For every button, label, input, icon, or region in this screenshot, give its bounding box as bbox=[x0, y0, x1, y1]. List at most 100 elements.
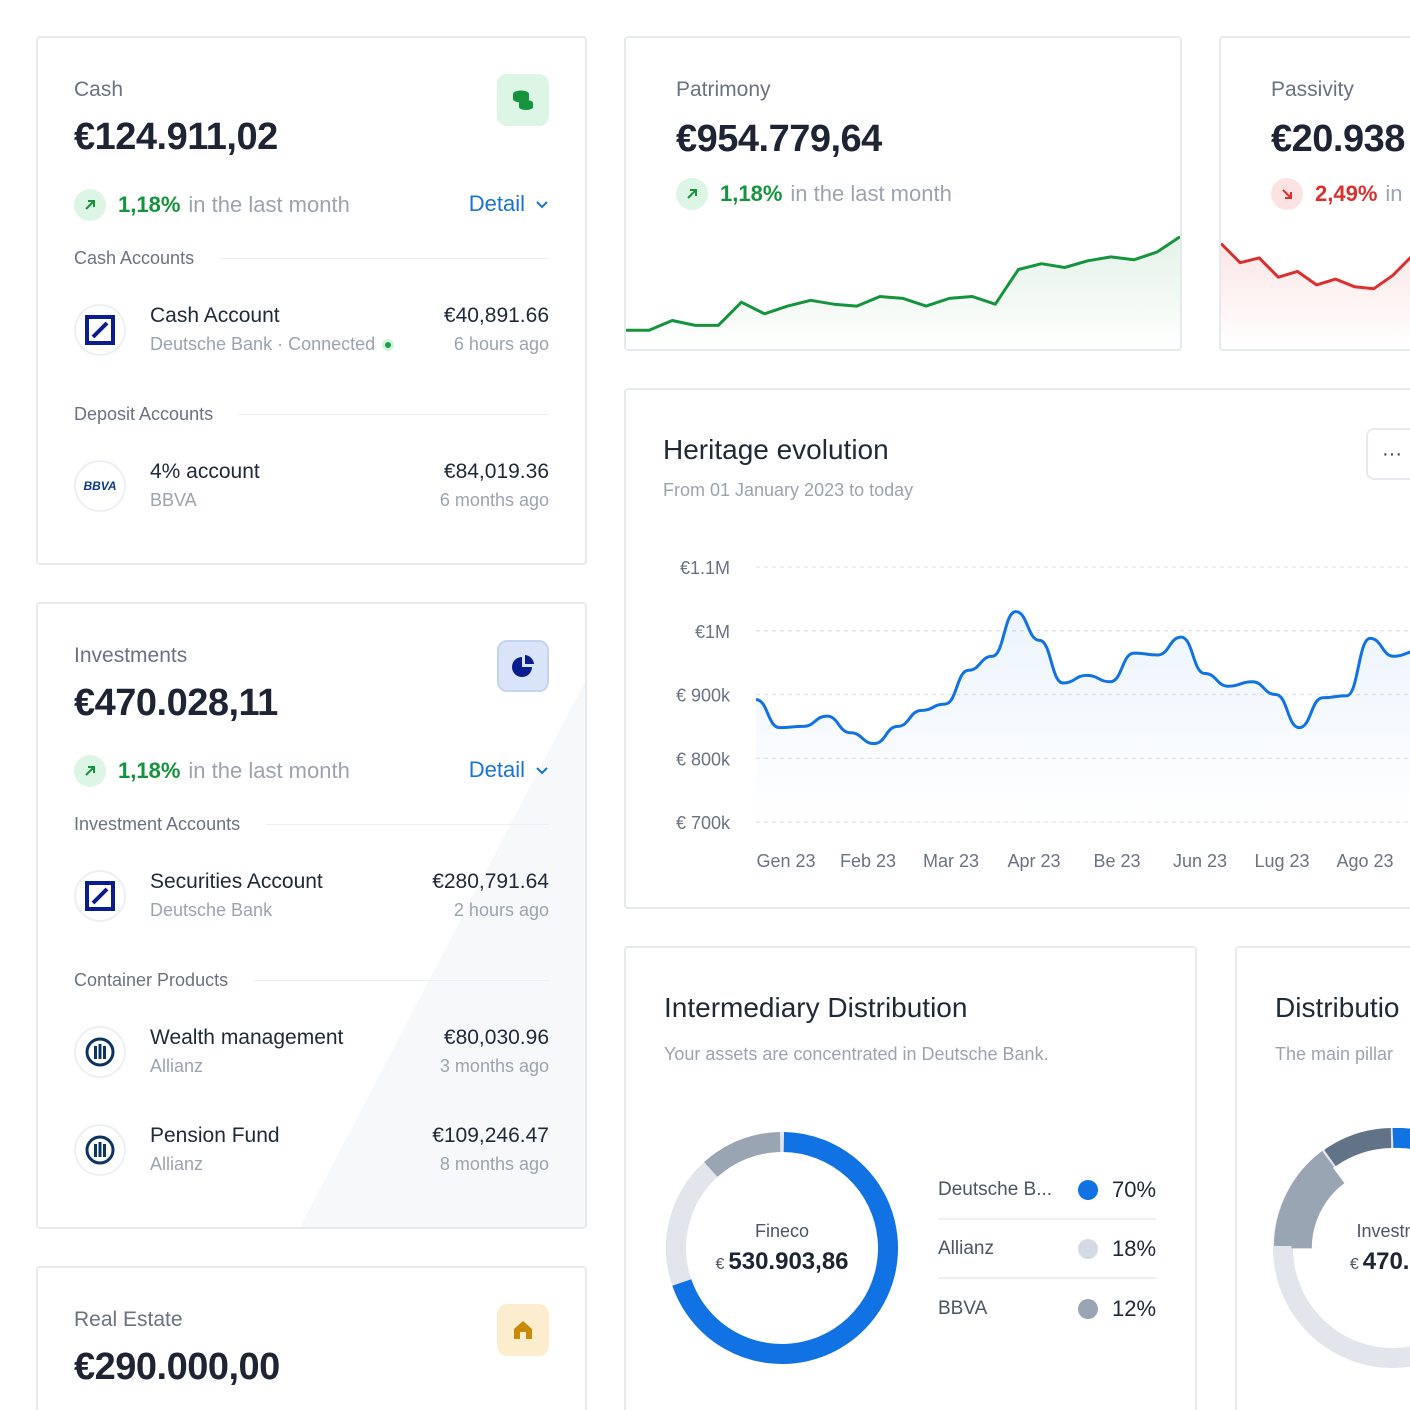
legend-name: Allianz bbox=[938, 1238, 994, 1259]
sparkline-area bbox=[626, 236, 1180, 349]
donut2-center-label: Investme bbox=[1356, 1220, 1410, 1241]
arrow-up-right-icon bbox=[74, 755, 106, 787]
cash-detail-button[interactable]: Detail bbox=[469, 191, 549, 217]
cash-trend: 1,18% in the last month bbox=[74, 189, 350, 221]
list-item-wealth-management[interactable]: Wealth management Allianz €80,030.96 3 m… bbox=[74, 1024, 549, 1084]
account-time: 2 hours ago bbox=[453, 900, 549, 920]
container-products-section: Container Products bbox=[74, 970, 549, 991]
donut2-center-value: € 470.02 bbox=[1350, 1248, 1410, 1276]
chevron-down-icon bbox=[536, 767, 548, 775]
donut-center-value: € 530.903,86 bbox=[715, 1248, 848, 1276]
x-tick-label: Ago 23 bbox=[1336, 851, 1393, 871]
cash-card: Cash €124.911,02 1,18% in the last month… bbox=[36, 36, 587, 565]
bbva-logo: BBVA bbox=[74, 460, 126, 512]
more-icon: ··· bbox=[1382, 442, 1402, 465]
real-estate-card: Real Estate €290.000,00 bbox=[36, 1266, 587, 1410]
account-name: 4% account bbox=[150, 460, 260, 483]
account-value: €40,891.66 bbox=[443, 304, 549, 327]
legend-item-allianz: Allianz 18% bbox=[938, 1221, 1156, 1279]
distribution2-donut-chart bbox=[1273, 1128, 1410, 1368]
account-time: 6 hours ago bbox=[453, 334, 549, 354]
donut-center-amount: 530.903,86 bbox=[728, 1247, 849, 1275]
coins-icon bbox=[497, 74, 549, 126]
x-tick-label: Apr 23 bbox=[1007, 851, 1060, 871]
passivity-amount: €20.938 bbox=[1271, 118, 1405, 160]
account-bank: Deutsche Bank bbox=[150, 900, 273, 920]
pie-chart-icon bbox=[497, 640, 549, 692]
investment-accounts-title: Investment Accounts bbox=[74, 814, 241, 834]
deposit-accounts-section: Deposit Accounts bbox=[74, 404, 549, 425]
investments-detail-button[interactable]: Detail bbox=[469, 757, 549, 783]
distribution2-subtitle: The main pillar bbox=[1275, 1044, 1394, 1064]
product-value: €80,030.96 bbox=[443, 1026, 549, 1049]
patrimony-trend-text: in the last month bbox=[790, 181, 952, 206]
product-time: 8 months ago bbox=[439, 1154, 549, 1174]
product-name: Wealth management bbox=[150, 1026, 344, 1049]
cash-detail-label: Detail bbox=[468, 191, 525, 216]
donut2-center: Investme € 470.02 bbox=[1273, 1128, 1410, 1368]
donut2-seg-blue bbox=[1392, 1128, 1410, 1149]
real-estate-label: Real Estate bbox=[74, 1308, 183, 1331]
y-tick-label: € 900k bbox=[676, 686, 731, 706]
legend-name: Deutsche B... bbox=[938, 1179, 1053, 1200]
passivity-card: Passivity €20.938 2,49% in bbox=[1219, 36, 1410, 351]
passivity-trend-text: in bbox=[1385, 181, 1403, 206]
series-line-heritage bbox=[755, 610, 1410, 746]
arrow-up-right-icon bbox=[74, 189, 106, 221]
donut2-center-amount: 470.02 bbox=[1362, 1247, 1410, 1275]
heritage-title: Heritage evolution bbox=[663, 434, 889, 465]
x-tick-label: Be 23 bbox=[1093, 851, 1140, 871]
chevron-down-icon bbox=[536, 201, 548, 209]
list-item-cash-account[interactable]: Cash Account Deutsche Bank · Connected €… bbox=[74, 302, 549, 362]
patrimony-label: Patrimony bbox=[676, 78, 771, 101]
patrimony-trend-pct: 1,18% bbox=[720, 181, 783, 206]
legend-item-bbva: BBVA 12% bbox=[938, 1280, 1156, 1338]
donut-slice bbox=[672, 1132, 898, 1364]
y-tick-label: € 800k bbox=[676, 749, 731, 769]
x-tick-label: Gen 23 bbox=[756, 851, 815, 871]
x-tick-label: Mar 23 bbox=[923, 851, 979, 871]
card-decoration bbox=[300, 681, 585, 1227]
list-item-deposit-account[interactable]: BBVA 4% account BBVA €84,019.36 6 months… bbox=[74, 458, 549, 518]
deutsche-bank-logo bbox=[74, 304, 126, 356]
donut-center: Fineco € 530.903,86 bbox=[662, 1128, 902, 1368]
sparkline-line bbox=[626, 235, 1180, 332]
product-time: 3 months ago bbox=[439, 1056, 549, 1076]
y-tick-label: €1M bbox=[695, 622, 730, 642]
account-bank: Deutsche Bank · Connected bbox=[150, 334, 392, 355]
cash-label: Cash bbox=[74, 78, 124, 101]
distribution-card: Intermediary Distribution Your assets ar… bbox=[624, 946, 1197, 1410]
account-bank: BBVA bbox=[150, 490, 197, 510]
y-tick-label: € 700k bbox=[676, 813, 731, 833]
passivity-sparkline bbox=[1221, 242, 1410, 349]
list-item-securities-account[interactable]: Securities Account Deutsche Bank €280,79… bbox=[74, 868, 549, 928]
donut2-seg-gray bbox=[1274, 1151, 1335, 1247]
cash-trend-pct: 1,18% bbox=[118, 192, 181, 217]
distribution2-title: Distributio bbox=[1275, 992, 1400, 1023]
product-bank: Allianz bbox=[150, 1154, 204, 1174]
legend-pct: 12% bbox=[1112, 1296, 1157, 1321]
donut2-center-currency: € bbox=[1349, 1255, 1359, 1273]
sparkline-line bbox=[1221, 242, 1410, 291]
distribution-donut-chart bbox=[666, 1132, 898, 1364]
donut2-seg-slate bbox=[1324, 1128, 1392, 1167]
home-icon bbox=[497, 1304, 549, 1356]
investments-amount: €470.028,11 bbox=[74, 682, 278, 724]
account-value: €280,791.64 bbox=[432, 870, 549, 893]
arrow-down-right-icon bbox=[1271, 178, 1303, 210]
donut-center-label: Fineco bbox=[754, 1220, 810, 1241]
product-bank: Allianz bbox=[150, 1056, 204, 1076]
legend-item-deutsche-bank: Deutsche B... 70% bbox=[938, 1162, 1156, 1220]
investments-label: Investments bbox=[74, 644, 188, 667]
list-item-pension-fund[interactable]: Pension Fund Allianz €109,246.47 8 month… bbox=[74, 1122, 549, 1182]
x-tick-label: Lug 23 bbox=[1254, 851, 1309, 871]
donut-center-currency: € bbox=[715, 1255, 725, 1273]
cash-accounts-title: Cash Accounts bbox=[74, 248, 195, 268]
passivity-label: Passivity bbox=[1271, 78, 1354, 101]
distribution2-card: Distributio The main pillar Investme € 4… bbox=[1235, 946, 1410, 1410]
heritage-card: Heritage evolution From 01 January 2023 … bbox=[624, 388, 1410, 909]
legend-pct: 70% bbox=[1112, 1177, 1157, 1202]
connected-dot-icon bbox=[385, 341, 392, 348]
more-options-button[interactable]: ··· bbox=[1366, 428, 1410, 480]
investments-trend: 1,18% in the last month bbox=[74, 755, 350, 787]
